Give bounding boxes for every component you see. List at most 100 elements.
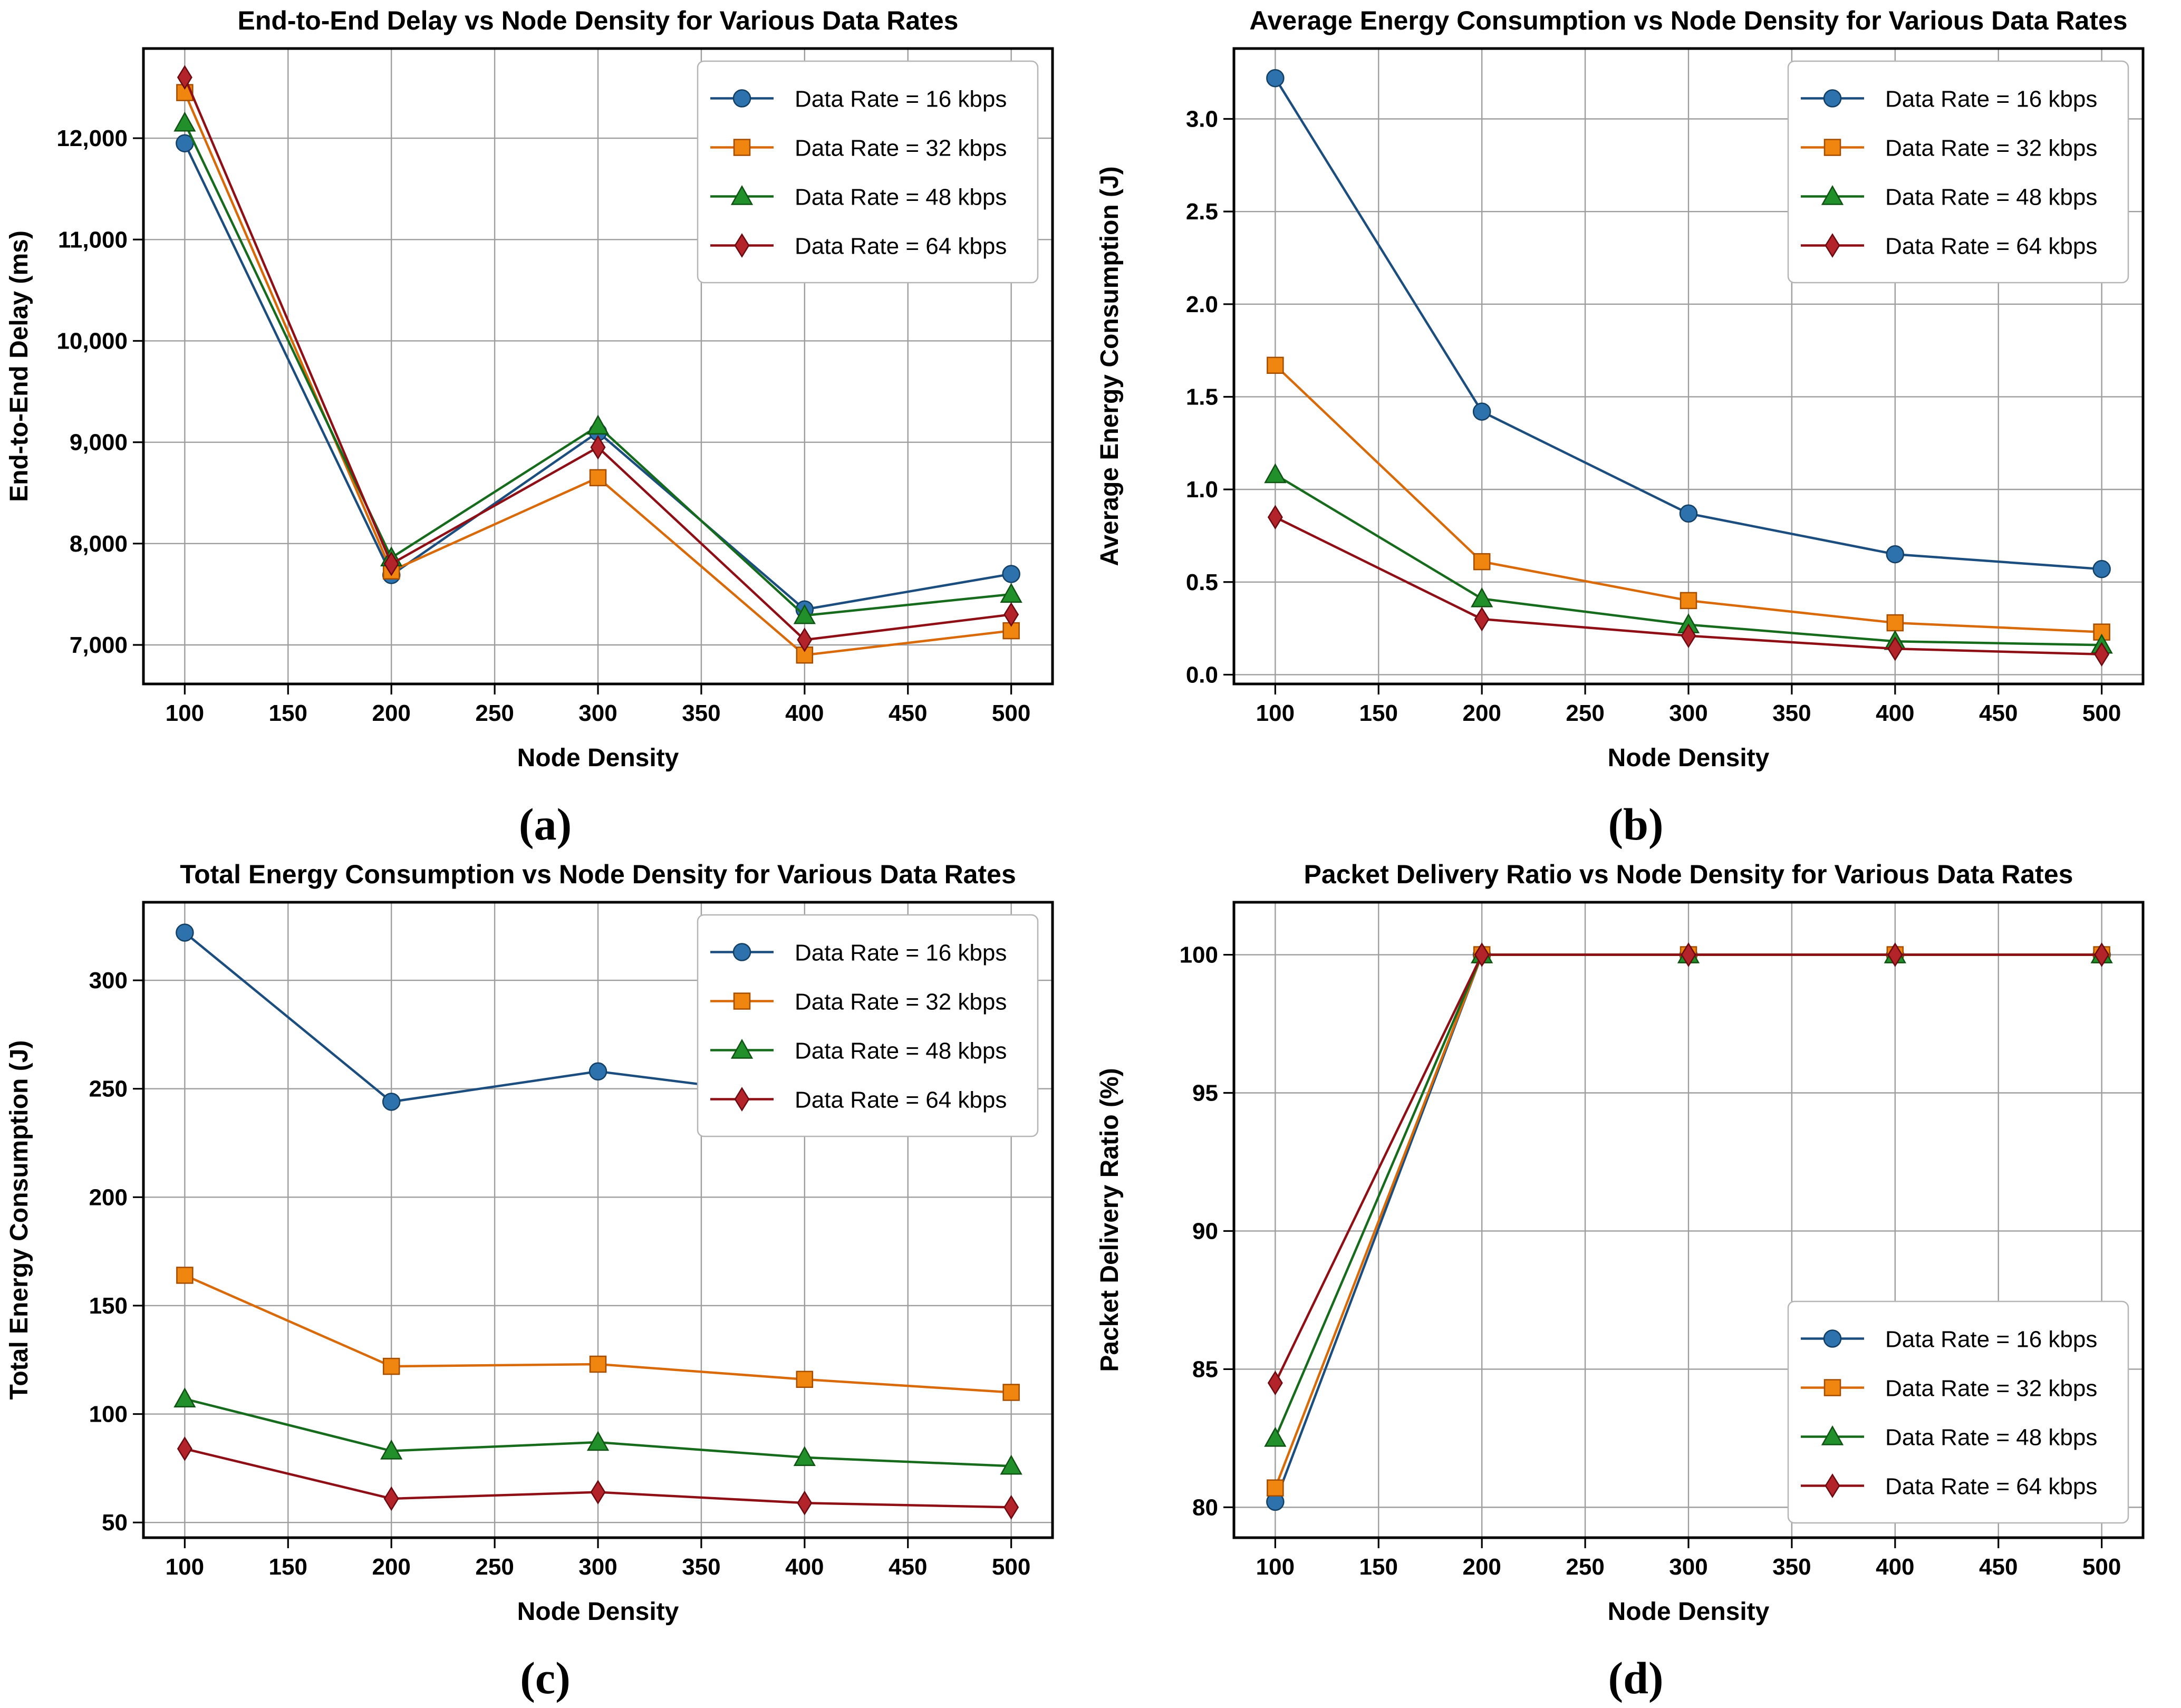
data-point-marker (1000, 583, 1022, 603)
legend-box (1787, 60, 2129, 284)
data-point-marker (1680, 592, 1697, 610)
legend-label: Data Rate = 32 kbps (1885, 136, 2097, 161)
data-point-marker (382, 1093, 401, 1111)
y-tick-label: 95 (1192, 1080, 1218, 1106)
x-tick-label: 250 (1566, 700, 1604, 726)
chart-end-to-end-delay: 100 150 200 250 300 350 400 450 500 7,000 8,000 9,0… (0, 0, 1090, 799)
x-tick-label: 100 (166, 700, 204, 726)
x-tick-label: 450 (1979, 1554, 2018, 1580)
data-point-marker (1264, 1426, 1287, 1447)
y-tick-label: 0.0 (1186, 662, 1218, 688)
x-tick-label: 500 (2082, 700, 2121, 726)
legend: Data Rate = 16 kbps Data Rate = 32 kbps Da… (1787, 60, 2129, 284)
x-tick-label: 450 (889, 700, 927, 726)
data-point-marker (796, 1371, 814, 1388)
data-point-marker (1267, 1371, 1283, 1395)
data-point-marker (176, 923, 194, 942)
tick-marks (133, 137, 1012, 694)
y-tick-label: 2.0 (1186, 292, 1218, 317)
legend-item: Data Rate = 48 kbps (1801, 185, 2097, 210)
caption-a: (a) (518, 799, 572, 850)
data-point-marker (1267, 505, 1283, 530)
x-tick-label: 150 (269, 1554, 307, 1580)
y-axis-label: Packet Delivery Ratio (%) (1096, 1068, 1124, 1372)
legend-box (697, 60, 1039, 284)
data-point-marker (1886, 614, 1904, 632)
legend-box (1787, 1300, 2129, 1524)
panel-c: 100 150 200 250 300 350 400 450 500 50 100 150 200 25… (0, 854, 1090, 1708)
data-point-marker (1681, 623, 1696, 649)
y-axis-label: Average Energy Consumption (J) (1096, 166, 1124, 566)
series-data-rate-32-kbps (1267, 356, 2110, 641)
legend-item: Data Rate = 32 kbps (710, 136, 1007, 161)
legend-item: Data Rate = 16 kbps (1801, 86, 2097, 112)
panel-d: 100 150 200 250 300 350 400 450 500 80 85 90 95 100 Pa… (1090, 854, 2181, 1708)
series-data-rate-64-kbps (177, 65, 1019, 652)
y-tick-label: 11,000 (58, 227, 128, 253)
y-tick-label: 3.0 (1186, 106, 1218, 132)
data-point-marker (176, 1267, 194, 1284)
panel-a: 100 150 200 250 300 350 400 450 500 7,000 8,000 9,0… (0, 0, 1090, 854)
legend-label: Data Rate = 48 kbps (795, 1038, 1007, 1064)
x-tick-label: 300 (1669, 1554, 1707, 1580)
y-tick-label: 2.5 (1186, 199, 1218, 225)
legend-diamond-marker (1825, 1473, 1840, 1498)
y-tick-label: 1.0 (1186, 477, 1218, 503)
x-axis-label: Node Density (1608, 1598, 1770, 1626)
data-point-marker (2094, 942, 2110, 967)
x-tick-label: 400 (785, 700, 824, 726)
data-point-marker (797, 1490, 813, 1516)
data-point-marker (1000, 1454, 1022, 1475)
data-point-marker (1267, 1479, 1284, 1497)
data-point-marker (177, 65, 192, 90)
y-tick-label: 300 (89, 968, 128, 993)
x-tick-label: 150 (1359, 1554, 1398, 1580)
x-tick-label: 150 (1359, 700, 1398, 726)
x-tick-label: 400 (1876, 1554, 1914, 1580)
legend-square-marker (1823, 139, 1841, 156)
legend-item: Data Rate = 64 kbps (710, 1087, 1007, 1113)
x-tick-label: 200 (372, 700, 410, 726)
legend-label: Data Rate = 48 kbps (795, 185, 1007, 210)
tick-labels: 100 150 200 250 300 350 400 450 500 80 85 90 95 100 (1180, 942, 2121, 1580)
legend-circle-marker (1823, 1329, 1842, 1348)
legend-label: Data Rate = 16 kbps (1885, 1327, 2097, 1353)
y-axis-label: End-to-End Delay (ms) (5, 230, 33, 502)
data-point-marker (1886, 545, 1905, 564)
legend-circle-marker (732, 89, 751, 108)
data-point-marker (793, 604, 816, 624)
data-point-marker (173, 111, 196, 132)
chart-background (1090, 854, 2181, 1653)
series-data-rate-32-kbps (176, 1267, 1020, 1401)
data-point-marker (380, 1439, 403, 1460)
caption-b: (b) (1608, 799, 1664, 850)
x-tick-label: 500 (2082, 1554, 2121, 1580)
data-point-marker (1887, 636, 1903, 661)
data-point-marker (1003, 602, 1019, 627)
x-tick-label: 150 (269, 700, 307, 726)
legend-triangle-marker (730, 1038, 754, 1059)
legend-label: Data Rate = 32 kbps (1885, 1376, 2097, 1402)
legend-item: Data Rate = 48 kbps (710, 1038, 1007, 1064)
data-point-marker (1474, 606, 1490, 632)
x-tick-label: 400 (785, 1554, 824, 1580)
legend-square-marker (733, 139, 751, 156)
x-tick-label: 100 (166, 1554, 204, 1580)
data-point-marker (1002, 565, 1020, 583)
caption-c: (c) (520, 1653, 571, 1703)
chart-packet-delivery-ratio: 100 150 200 250 300 350 400 450 500 80 85 90 95 100 Pa… (1090, 854, 2181, 1653)
data-point-marker (590, 1480, 606, 1505)
caption-d: (d) (1608, 1653, 1664, 1703)
data-point-marker (588, 1062, 607, 1081)
y-axis-label: Total Energy Consumption (J) (5, 1040, 33, 1400)
legend-diamond-marker (1825, 233, 1840, 258)
legend-item: Data Rate = 32 kbps (710, 989, 1007, 1015)
series-data-rate-64-kbps (1267, 505, 2110, 667)
legend-label: Data Rate = 64 kbps (795, 1087, 1007, 1113)
legend-label: Data Rate = 48 kbps (1885, 185, 2097, 210)
x-tick-label: 350 (1772, 700, 1811, 726)
legend-label: Data Rate = 64 kbps (795, 234, 1007, 259)
y-tick-label: 10,000 (56, 328, 128, 354)
legend-square-marker (733, 992, 751, 1010)
